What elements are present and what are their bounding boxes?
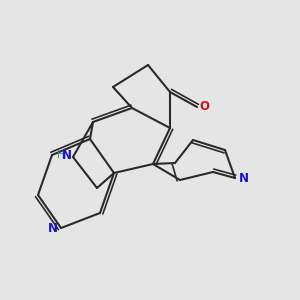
- Text: H: H: [57, 151, 65, 160]
- Text: N: N: [48, 221, 58, 235]
- Text: N: N: [238, 172, 248, 184]
- Text: N: N: [62, 149, 72, 162]
- Text: O: O: [200, 100, 209, 113]
